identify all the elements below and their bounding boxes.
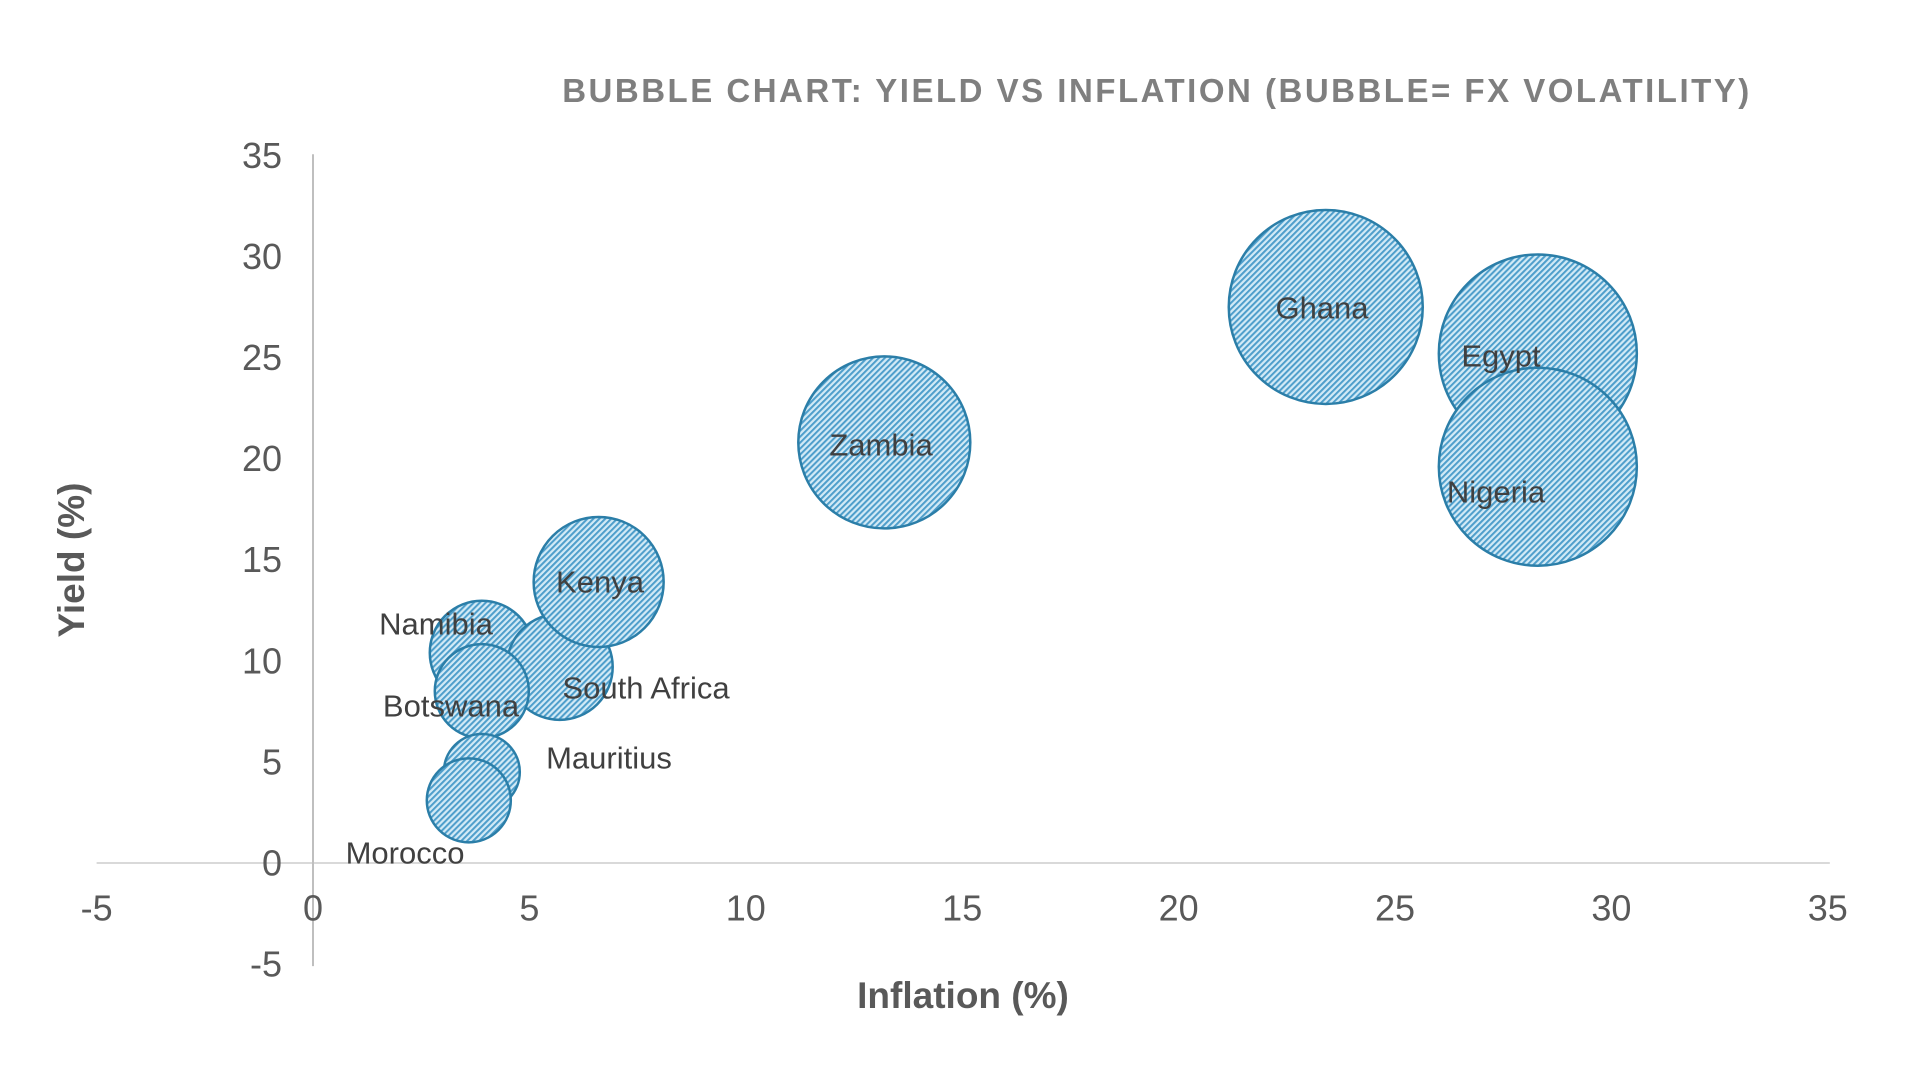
bubble-label-morocco: Morocco xyxy=(346,836,465,871)
bubble-label-south-africa: South Africa xyxy=(562,671,730,706)
bubble-label-egypt: Egypt xyxy=(1461,339,1541,374)
bubble-label-zambia: Zambia xyxy=(829,428,933,463)
y-tick-label-10: 10 xyxy=(242,640,282,681)
y-axis-title: Yield (%) xyxy=(51,482,92,638)
y-tick-label-5: 5 xyxy=(262,741,282,782)
y-tick-label-35: 35 xyxy=(242,135,282,176)
x-tick-label-30: 30 xyxy=(1591,888,1631,929)
y-tick-label-25: 25 xyxy=(242,337,282,378)
x-tick-label-15: 15 xyxy=(942,888,982,929)
bubble-label-namibia: Namibia xyxy=(379,607,493,642)
bubble-label-mauritius: Mauritius xyxy=(546,741,672,776)
bubble-label-kenya: Kenya xyxy=(556,565,645,600)
bubble-label-nigeria: Nigeria xyxy=(1447,475,1546,510)
x-tick-label-25: 25 xyxy=(1375,888,1415,929)
bubble-label-botswana: Botswana xyxy=(383,689,520,724)
bubble-kenya[interactable] xyxy=(532,515,665,649)
bubble-label-ghana: Ghana xyxy=(1275,291,1369,326)
bubble-ghana[interactable] xyxy=(1227,208,1425,406)
x-tick-label-5: 5 xyxy=(519,888,539,929)
y-tick-label-20: 20 xyxy=(242,438,282,479)
bubble-morocco[interactable] xyxy=(425,757,513,844)
x-tick-label-20: 20 xyxy=(1159,888,1199,929)
x-tick-label-35: 35 xyxy=(1808,888,1848,929)
y-tick-label-0: 0 xyxy=(262,843,282,884)
bubble-zambia[interactable] xyxy=(797,355,972,530)
y-tick-label-30: 30 xyxy=(242,236,282,277)
y-tick-label-15: 15 xyxy=(242,539,282,580)
bubble-nigeria[interactable] xyxy=(1437,366,1639,567)
x-tick-label-10: 10 xyxy=(726,888,766,929)
y-tick-label--5: -5 xyxy=(250,944,282,985)
chart-title: BUBBLE CHART: YIELD VS INFLATION (BUBBLE… xyxy=(562,72,1752,109)
x-tick-label--5: -5 xyxy=(81,888,113,929)
x-tick-label-0: 0 xyxy=(303,888,323,929)
x-axis-title: Inflation (%) xyxy=(857,975,1069,1016)
